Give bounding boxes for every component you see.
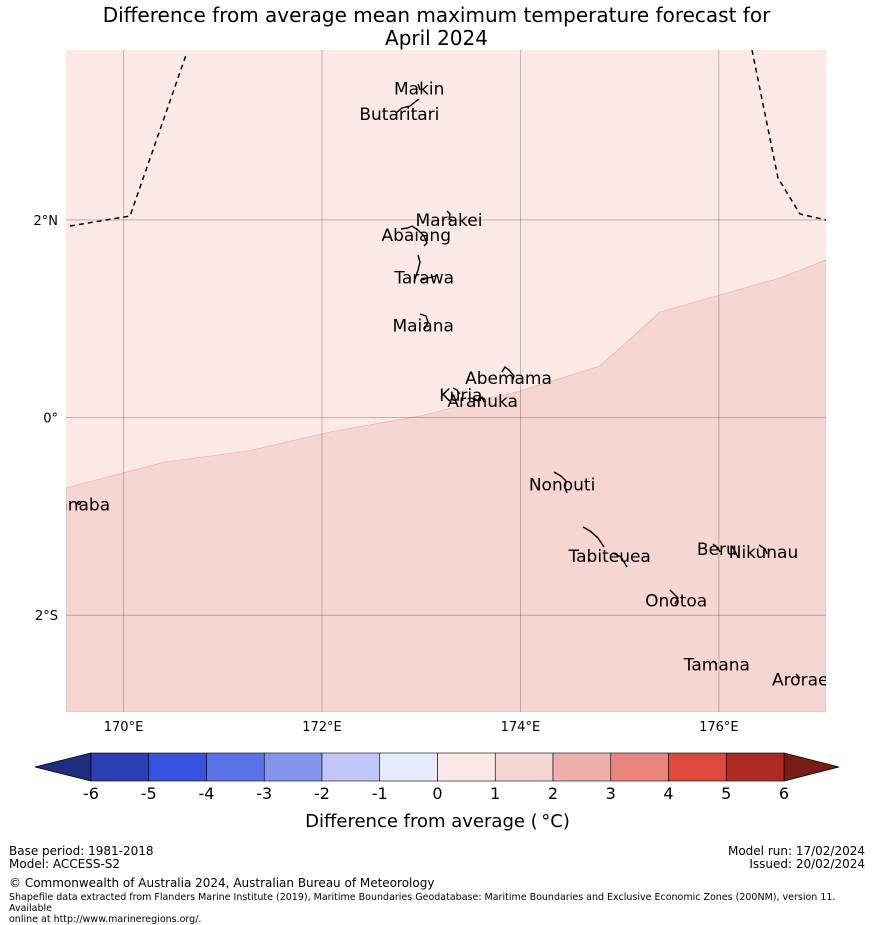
- colorbar-tick-label: -4: [199, 784, 215, 803]
- colorbar-tick-label: 0: [432, 784, 442, 803]
- colorbar-tick-label: -1: [372, 784, 388, 803]
- colorbar-swatch: [494, 752, 554, 782]
- footer-right: Model run: 17/02/2024 Issued: 20/02/2024: [728, 845, 865, 871]
- island-shape-aranuka: [473, 395, 485, 403]
- zone-1-to-2: [66, 259, 826, 712]
- island-shape-arorae: [795, 673, 801, 679]
- colorbar-tick-label: 5: [721, 784, 731, 803]
- island-label-makin: Makin: [394, 80, 444, 100]
- island-shape-tamana: [712, 660, 718, 665]
- island-label-abemama: Abemama: [465, 369, 552, 389]
- island-shape-kuria: [452, 387, 461, 395]
- lat-tick-label: 0°: [43, 412, 58, 427]
- colorbar-tick-label: 4: [663, 784, 673, 803]
- island-shape-butaritari: [395, 98, 420, 114]
- island-label-beru: Beru: [697, 540, 737, 560]
- colorbar-tick-label: 2: [548, 784, 558, 803]
- island-label-tabiteuea: Tabiteuea: [568, 547, 651, 567]
- island-shape-banaba: [76, 500, 82, 506]
- shapefile-credit-line-1: Shapefile data extracted from Flanders M…: [9, 892, 836, 914]
- colorbar-swatch: [206, 752, 265, 782]
- title-line-1: Difference from average mean maximum tem…: [102, 3, 771, 27]
- lon-tick-label: 176°E: [699, 720, 739, 735]
- colorbar-swatch: [379, 752, 438, 782]
- colorbar: -6 -5 -4 -3 -2 -1 0 1 2 3 4 5 6 Difference from avera…: [34, 752, 840, 832]
- island-shape-marakei: [446, 210, 453, 221]
- model-run: Model run: 17/02/2024: [727, 844, 865, 858]
- colorbar-under-arrow: [34, 752, 92, 782]
- colorbar-tick-label: 6: [779, 784, 789, 803]
- colorbar-swatch: [610, 752, 669, 782]
- island-label-tamana: Tamana: [683, 656, 750, 676]
- island-label-kuria: Kuria: [439, 386, 482, 406]
- model-name: Model: ACCESS-S2: [9, 857, 121, 871]
- island-label-tarawa: Tarawa: [393, 268, 454, 288]
- colorbar-swatch: [90, 752, 150, 782]
- island-label-aranuka: Aranuka: [447, 392, 518, 412]
- colorbar-tick-label: 3: [606, 784, 616, 803]
- title-line-2: April 2024: [385, 26, 488, 50]
- gridlines: [66, 50, 826, 712]
- island-label-onotoa: Onotoa: [645, 591, 707, 611]
- island-label-banaba: Banaba: [46, 496, 110, 516]
- colorbar-tick-label: -5: [141, 784, 157, 803]
- colorbar-swatch: [668, 752, 727, 782]
- island-label-abaiang: Abaiang: [381, 226, 451, 246]
- eez-boundary-east: [751, 50, 826, 221]
- lon-tick-label: 170°E: [104, 720, 144, 735]
- issued-date: Issued: 20/02/2024: [749, 857, 865, 871]
- colorbar-tick-label: -3: [256, 784, 272, 803]
- island-shape-tarawa: [413, 254, 437, 283]
- island-shape-makin: [417, 83, 421, 91]
- colorbar-tick-label: 1: [490, 784, 500, 803]
- lat-tick-label: 2°S: [35, 609, 58, 624]
- maritime-boundaries: [69, 50, 826, 227]
- island-shape-nonouti: [553, 471, 568, 494]
- lat-tick-label: 2°N: [34, 214, 59, 229]
- shapefile-credit-line-2: online at http://www.marineregions.org/.: [9, 914, 202, 925]
- eez-boundary-west: [69, 54, 187, 227]
- island-label-maiana: Maiana: [392, 317, 453, 337]
- colorbar-title: Difference from average ( °C): [305, 811, 570, 832]
- longitude-tick-labels: 170°E 172°E 174°E 176°E: [104, 720, 739, 735]
- colorbar-swatch: [148, 752, 207, 782]
- colorbar-swatch: [552, 752, 612, 782]
- base-period: Base period: 1981-2018: [9, 844, 154, 858]
- latitude-tick-labels: 2°N 0° 2°S: [34, 214, 59, 624]
- island-label-nonouti: Nonouti: [529, 476, 595, 496]
- lon-tick-label: 172°E: [302, 720, 342, 735]
- colorbar-tick-label: -2: [314, 784, 330, 803]
- copyright: © Commonwealth of Australia 2024, Austra…: [9, 876, 435, 890]
- island-label-butaritari: Butaritari: [359, 105, 439, 125]
- lon-tick-label: 174°E: [501, 720, 541, 735]
- island-shape-nikunau: [758, 544, 768, 555]
- island-shape-abemama: [501, 365, 515, 383]
- island-shape-beru: [712, 543, 721, 553]
- colorbar-tick-label: -6: [83, 784, 99, 803]
- island-outlines: [76, 83, 801, 679]
- footer-left: Base period: 1981-2018 Model: ACCESS-S2: [9, 845, 154, 871]
- island-label-marakei: Marakei: [416, 211, 483, 231]
- shapefile-credit: Shapefile data extracted from Flanders M…: [9, 892, 869, 925]
- island-label-arorae: Arorae: [772, 670, 829, 690]
- colorbar-swatch: [725, 752, 785, 782]
- island-shape-tabiteuea: [582, 526, 628, 568]
- island-shape-onotoa: [669, 589, 679, 605]
- colorbar-swatch: [437, 752, 496, 782]
- colorbar-over-arrow: [783, 752, 840, 782]
- colorbar-swatch: [321, 752, 381, 782]
- island-shape-maiana: [419, 313, 429, 331]
- colorbar-swatch: [263, 752, 323, 782]
- chart-title: Difference from average mean maximum tem…: [0, 4, 873, 50]
- island-shape-abaiang: [400, 225, 428, 247]
- island-label-nikunau: Nikunau: [729, 543, 799, 563]
